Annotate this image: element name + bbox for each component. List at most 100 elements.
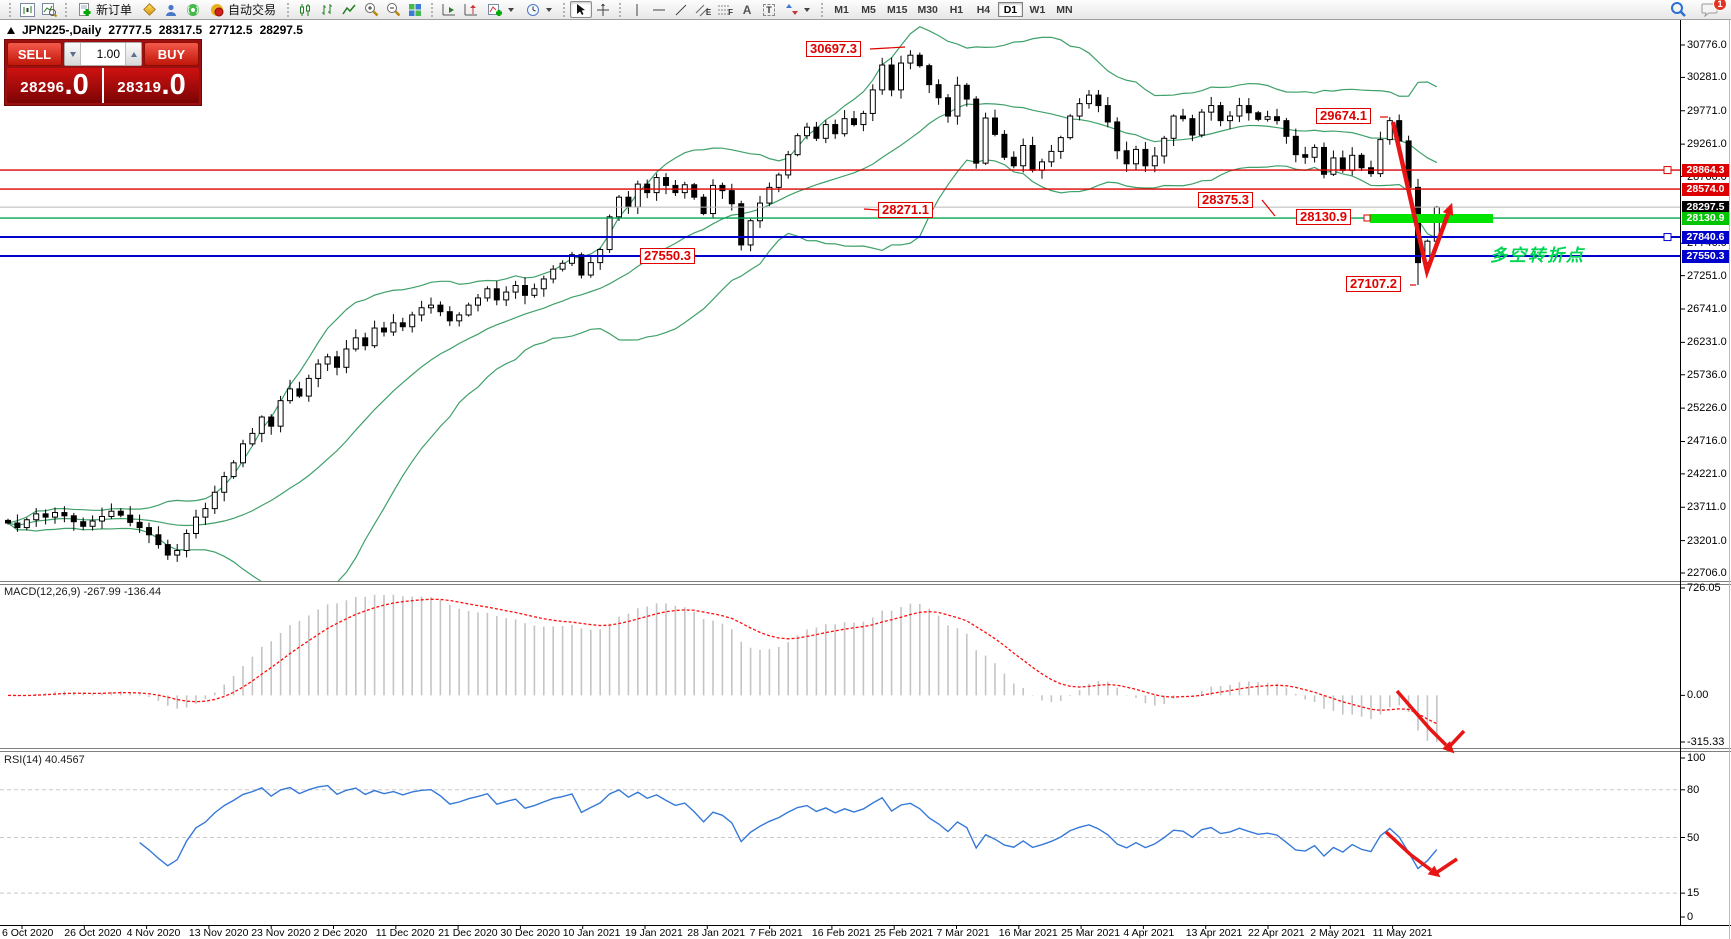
chevron-down-icon [546, 7, 553, 12]
price-annotation-label[interactable]: 29674.1 [1316, 108, 1371, 124]
trendline-button[interactable] [670, 1, 692, 18]
price-annotation-label[interactable]: 28271.1 [878, 202, 933, 218]
text-tool-button[interactable]: A [736, 1, 758, 18]
channel-icon-letter: E [705, 7, 712, 17]
toolbar-grip [619, 2, 622, 17]
chart-profile-icon[interactable] [38, 1, 60, 18]
navigator-icon[interactable] [160, 1, 182, 18]
timeframe-D1[interactable]: D1 [997, 2, 1023, 17]
price-annotation-label[interactable]: 28130.9 [1296, 209, 1351, 225]
price-scale-tick: 27251.0 [1687, 269, 1727, 282]
vertical-line-button[interactable] [626, 1, 648, 18]
signals-icon[interactable] [182, 1, 204, 18]
price-scale-tick: 30281.0 [1687, 71, 1727, 84]
price-badge-27840.6: 27840.6 [1682, 230, 1729, 244]
date-label: 21 Dec 2020 [438, 927, 498, 939]
symbol-info: JPN225-,Daily 27777.5 28317.5 27712.5 28… [7, 23, 303, 37]
date-label: 25 Feb 2021 [874, 927, 934, 939]
timeframe-M15[interactable]: M15 [887, 3, 908, 16]
search-icon[interactable] [1667, 1, 1689, 18]
volume-input[interactable]: 1.00 [96, 47, 120, 61]
crosshair-button[interactable] [592, 1, 614, 18]
bar-chart-button[interactable] [316, 1, 338, 18]
timeframe-M5[interactable]: M5 [861, 3, 876, 16]
cursor-button[interactable] [570, 1, 593, 18]
volume-decrease-button[interactable] [65, 43, 81, 65]
add-indicator-button[interactable] [482, 1, 520, 18]
date-label: 22 Apr 2021 [1248, 927, 1305, 939]
timeframe-H1[interactable]: H1 [949, 3, 964, 16]
symbol-low: 27712.5 [209, 23, 253, 37]
arrows-tool-button[interactable] [780, 1, 816, 18]
price-badge-27550.3: 27550.3 [1682, 249, 1729, 263]
symbol-triangle-icon [7, 26, 15, 34]
toolbar-grip [287, 2, 290, 17]
date-label: 30 Dec 2020 [500, 927, 560, 939]
new-order-button[interactable]: 新订单 [72, 1, 138, 18]
price-scale-tick: 24716.0 [1687, 435, 1727, 448]
toolbar: 新订单 自动交易 [0, 0, 1731, 20]
notifications-icon[interactable]: 1 [1699, 0, 1727, 18]
timeframe-menu-button[interactable] [520, 1, 558, 18]
zoom-in-button[interactable] [360, 1, 382, 18]
sell-button[interactable]: SELL [7, 42, 62, 66]
rsi-scale-tick: 80 [1687, 783, 1700, 796]
auto-trading-label: 自动交易 [228, 3, 277, 17]
fibonacci-button[interactable]: F [714, 1, 736, 18]
sell-price[interactable]: 28296 .0 [7, 68, 104, 103]
price-annotation-label[interactable]: 27550.3 [640, 248, 695, 264]
date-label: 10 Jan 2021 [562, 927, 621, 939]
price-annotation-label[interactable]: 27107.2 [1346, 276, 1401, 292]
buy-price-int: 28319 [117, 79, 162, 96]
tile-windows-button[interactable] [404, 1, 426, 18]
buy-price-dec: .0 [161, 69, 186, 101]
rsi-indicator-label: RSI(14) 40.4567 [4, 754, 85, 766]
candlestick-chart-button[interactable] [294, 1, 316, 18]
market-watch-icon[interactable] [138, 1, 160, 18]
timeframe-M30[interactable]: M30 [917, 3, 938, 16]
rsi-scale-tick: 100 [1687, 752, 1706, 764]
timeframe-bar: M1 M5 M15 M30 H1 H4 D1 W1 MN [828, 2, 1078, 17]
chevron-down-icon [804, 7, 811, 12]
buy-button[interactable]: BUY [144, 42, 199, 66]
price-annotation-label[interactable]: 28375.3 [1198, 192, 1253, 208]
timeframe-M1[interactable]: M1 [834, 3, 849, 16]
auto-trading-button[interactable]: 自动交易 [204, 1, 282, 18]
date-label: 28 Jan 2021 [687, 927, 746, 939]
fibo-icon-letter: F [728, 7, 733, 17]
arrows-icon [786, 4, 799, 15]
date-label: 6 Oct 2020 [2, 927, 54, 939]
equidistant-channel-button[interactable]: E [692, 1, 714, 18]
one-click-trading-panel: SELL 1.00 BUY 28296 .0 28319 .0 [4, 39, 202, 106]
chart-window-icon[interactable] [16, 1, 38, 18]
timeframe-H4[interactable]: H4 [976, 3, 991, 16]
auto-scroll-button[interactable] [438, 1, 460, 18]
volume-increase-button[interactable] [125, 43, 141, 65]
price-scale-tick: 25226.0 [1687, 402, 1727, 415]
cn-annotation[interactable]: 多空转折点 [1490, 246, 1585, 265]
date-label: 16 Mar 2021 [998, 927, 1058, 939]
chart-shift-button[interactable] [460, 1, 482, 18]
symbol-high: 28317.5 [158, 23, 203, 37]
buy-price[interactable]: 28319 .0 [104, 68, 199, 103]
price-badge-28297.5: 28297.5 [1682, 200, 1729, 214]
toolbar-grip [431, 2, 434, 17]
triangle-up-icon [130, 51, 137, 57]
timeframe-W1[interactable]: W1 [1029, 3, 1046, 16]
text-label-button[interactable]: T [758, 1, 780, 18]
auto-trading-icon [211, 3, 224, 16]
chevron-down-icon [508, 7, 515, 12]
zoom-out-button[interactable] [382, 1, 404, 18]
horizontal-line-button[interactable] [648, 1, 670, 18]
price-scale-tick: 23711.0 [1687, 501, 1726, 514]
timeframe-MN[interactable]: MN [1056, 3, 1073, 16]
macd-indicator-label: MACD(12,26,9) -267.99 -136.44 [4, 586, 162, 598]
price-annotation-label[interactable]: 30697.3 [806, 41, 861, 57]
date-label: 11 Dec 2020 [375, 927, 435, 939]
price-badge-28130.9: 28130.9 [1682, 211, 1729, 225]
price-scale-tick: 30776.0 [1687, 39, 1727, 51]
sell-price-dec: .0 [64, 69, 89, 101]
line-chart-button[interactable] [338, 1, 360, 18]
new-order-icon [79, 2, 91, 16]
